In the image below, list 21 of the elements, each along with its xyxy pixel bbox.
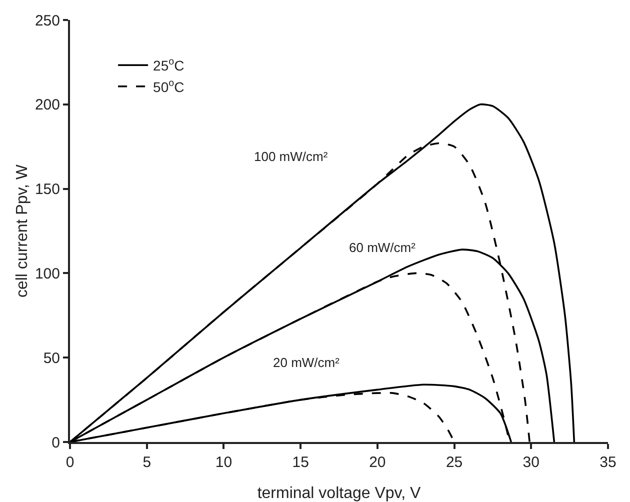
annotation: 20 mW/cm² bbox=[273, 355, 340, 370]
y-tick-label: 200 bbox=[34, 96, 60, 114]
y-tick-label: 0 bbox=[52, 434, 60, 452]
legend-label: 25$^{o}$C bbox=[153, 56, 184, 74]
y-tick-label: 150 bbox=[34, 181, 60, 198]
x-tick-label: 20 bbox=[369, 454, 386, 471]
annotation: 60 mW/cm² bbox=[349, 240, 416, 255]
x-axis-title: terminal voltage Vpv, V bbox=[257, 485, 421, 502]
legend-label: 50$^{o}$C bbox=[153, 78, 184, 95]
x-tick-label: 10 bbox=[215, 454, 232, 471]
x-tick-label: 30 bbox=[522, 454, 540, 471]
y-axis-title: cell current Ppv, W bbox=[14, 164, 31, 298]
x-tick-label: 25 bbox=[446, 454, 463, 471]
y-tick-label: 250 bbox=[34, 12, 60, 30]
y-tick-label: 50 bbox=[43, 350, 60, 367]
x-tick-label: 0 bbox=[66, 454, 74, 471]
x-tick-label: 35 bbox=[600, 454, 616, 471]
annotation: 100 mW/cm² bbox=[254, 149, 328, 164]
y-tick-label: 100 bbox=[34, 265, 60, 282]
x-tick-label: 5 bbox=[142, 454, 152, 471]
x-tick-label: 15 bbox=[292, 454, 309, 471]
